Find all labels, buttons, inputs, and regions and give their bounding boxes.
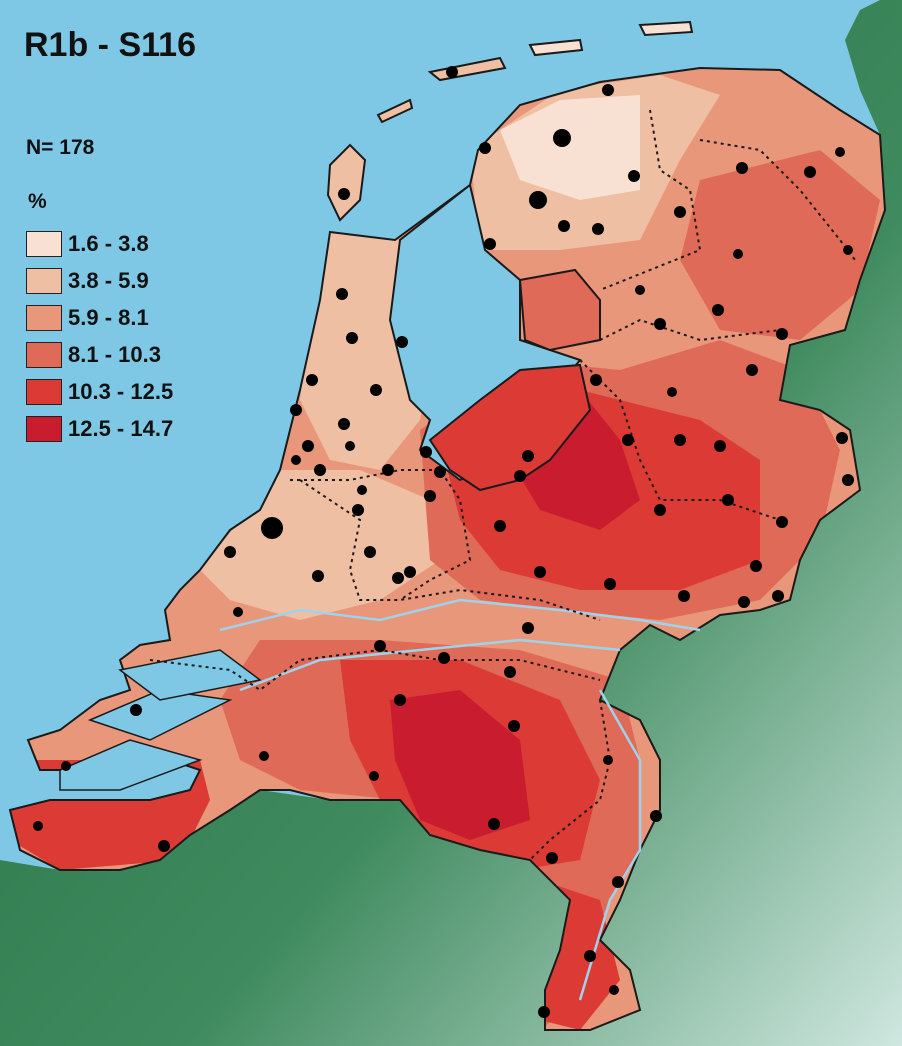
legend-swatch bbox=[26, 415, 62, 442]
legend-label: 1.6 - 3.8 bbox=[68, 230, 149, 256]
legend: 1.6 - 3.8 3.8 - 5.9 5.9 - 8.1 8.1 - 10.3… bbox=[26, 228, 173, 450]
legend-item: 8.1 - 10.3 bbox=[26, 339, 173, 370]
legend-item: 5.9 - 8.1 bbox=[26, 302, 173, 333]
map-title: R1b - S116 bbox=[24, 26, 196, 64]
legend-unit: % bbox=[28, 190, 47, 213]
texel-island bbox=[326, 143, 367, 222]
sample-size: N= 178 bbox=[26, 136, 95, 159]
flevoland bbox=[428, 363, 592, 492]
legend-label: 3.8 - 5.9 bbox=[68, 267, 149, 293]
netherlands-outline bbox=[8, 66, 887, 1031]
vlieland-island bbox=[376, 98, 414, 124]
legend-item: 1.6 - 3.8 bbox=[26, 228, 173, 259]
legend-swatch bbox=[26, 341, 62, 368]
schiermonnikoog-island bbox=[638, 20, 694, 37]
legend-swatch bbox=[26, 378, 62, 405]
ameland-island bbox=[528, 38, 584, 57]
rivers bbox=[219, 598, 701, 1001]
legend-label: 10.3 - 12.5 bbox=[68, 378, 174, 404]
legend-label: 12.5 - 14.7 bbox=[68, 415, 174, 441]
legend-item: 12.5 - 14.7 bbox=[26, 413, 173, 444]
legend-item: 3.8 - 5.9 bbox=[26, 265, 173, 296]
legend-label: 5.9 - 8.1 bbox=[68, 304, 149, 330]
legend-label: 8.1 - 10.3 bbox=[68, 341, 161, 367]
sample-points bbox=[33, 66, 854, 1018]
legend-swatch bbox=[26, 230, 62, 257]
legend-swatch bbox=[26, 304, 62, 331]
legend-item: 10.3 - 12.5 bbox=[26, 376, 173, 407]
legend-swatch bbox=[26, 267, 62, 294]
